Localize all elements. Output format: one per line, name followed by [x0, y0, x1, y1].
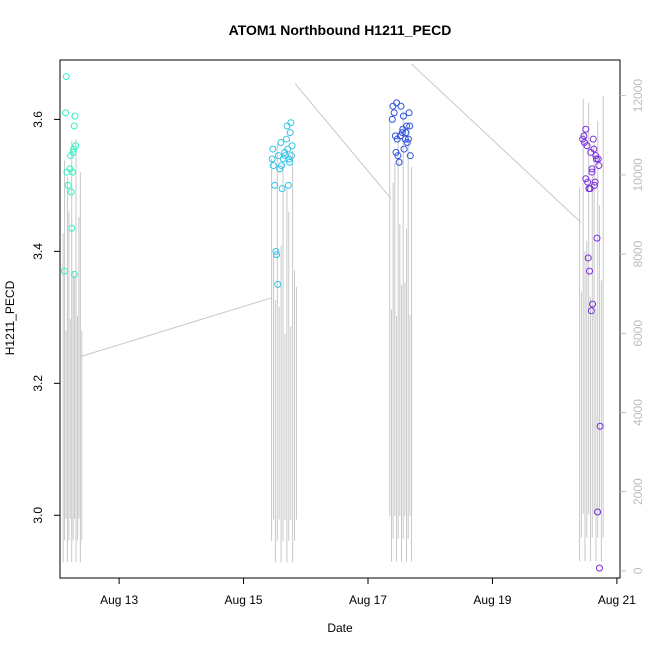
data-point — [70, 122, 78, 130]
y-axis: 3.0 3.2 3.4 3.6 — [31, 111, 60, 524]
data-point — [595, 162, 603, 170]
data-point — [269, 145, 277, 153]
data-point — [595, 564, 603, 572]
y2-tick-label: 10000 — [631, 158, 645, 192]
data-point — [404, 135, 412, 143]
data-point — [69, 148, 77, 156]
data-point — [406, 152, 414, 160]
y2-tick-label: 0 — [631, 567, 645, 574]
y-tick-label: 3.6 — [31, 111, 45, 128]
y-tick-label: 3.4 — [31, 243, 45, 260]
secondary-connector — [79, 297, 273, 358]
data-point — [388, 115, 396, 123]
data-point — [390, 109, 398, 117]
data-point — [588, 168, 596, 176]
y2-tick-label: 12000 — [631, 79, 645, 113]
x-axis-label: Date — [327, 621, 353, 635]
x-tick-label: Aug 15 — [225, 593, 263, 607]
data-point — [594, 155, 602, 163]
data-point — [274, 152, 282, 160]
data-point — [398, 129, 406, 137]
data-point — [272, 247, 280, 255]
data-point — [67, 188, 75, 196]
data-point — [405, 109, 413, 117]
y2-tick-label: 8000 — [631, 240, 645, 267]
points-group — [60, 72, 604, 572]
y2-axis: 0 2000 4000 6000 8000 10000 12000 — [620, 79, 645, 574]
data-point — [283, 122, 291, 130]
data-point — [594, 508, 602, 516]
x-tick-label: Aug 17 — [349, 593, 387, 607]
data-point — [403, 138, 411, 146]
data-point — [590, 181, 598, 189]
data-point — [60, 267, 68, 275]
data-point — [587, 307, 595, 315]
y-tick-label: 3.0 — [31, 507, 45, 524]
x-axis: Aug 13 Aug 15 Aug 17 Aug 19 Aug 21 — [100, 578, 636, 607]
data-point — [399, 125, 407, 133]
chart-title: ATOM1 Northbound H1211_PECD — [229, 22, 452, 38]
data-point — [393, 99, 401, 107]
y2-tick-label: 2000 — [631, 478, 645, 505]
data-point — [591, 178, 599, 186]
secondary-connector — [411, 63, 582, 223]
data-point — [397, 102, 405, 110]
data-point — [586, 185, 594, 193]
data-point — [586, 267, 594, 275]
data-point — [269, 162, 277, 170]
data-point — [71, 112, 79, 120]
data-point — [287, 119, 295, 127]
data-point — [592, 155, 600, 163]
data-point — [584, 254, 592, 262]
data-point — [72, 142, 80, 150]
x-tick-label: Aug 19 — [473, 593, 511, 607]
data-point — [64, 181, 72, 189]
data-point — [400, 145, 408, 153]
data-point — [278, 162, 286, 170]
data-point — [62, 72, 70, 80]
data-point — [582, 125, 590, 133]
data-point — [589, 135, 597, 143]
data-point — [588, 165, 596, 173]
data-point — [596, 422, 604, 430]
data-point — [406, 122, 414, 130]
data-point — [288, 142, 296, 150]
data-point — [399, 112, 407, 120]
data-point — [273, 251, 281, 259]
y-tick-label: 3.2 — [31, 375, 45, 392]
x-tick-label: Aug 21 — [598, 593, 636, 607]
data-point — [284, 145, 292, 153]
data-point — [590, 145, 598, 153]
data-point — [277, 138, 285, 146]
secondary-connector — [294, 83, 392, 199]
data-point — [68, 224, 76, 232]
data-point — [392, 148, 400, 156]
y2-tick-label: 6000 — [631, 320, 645, 347]
data-point — [395, 158, 403, 166]
data-point — [68, 168, 76, 176]
data-point — [274, 280, 282, 288]
data-point — [389, 102, 397, 110]
data-point — [282, 135, 290, 143]
data-point — [271, 181, 279, 189]
data-point — [589, 300, 597, 308]
plot-frame — [59, 59, 621, 579]
y2-tick-label: 4000 — [631, 399, 645, 426]
data-point — [286, 129, 294, 137]
data-point — [583, 142, 591, 150]
data-point — [286, 158, 294, 166]
data-point — [580, 132, 588, 140]
data-point — [284, 181, 292, 189]
x-tick-label: Aug 13 — [100, 593, 138, 607]
data-point — [70, 270, 78, 278]
data-point — [268, 155, 276, 163]
data-point — [278, 185, 286, 193]
secondary-line-group — [62, 63, 604, 563]
y-axis-label: H1211_PECD — [3, 280, 17, 355]
data-point — [287, 152, 295, 160]
data-point — [593, 234, 601, 242]
data-point — [582, 175, 590, 183]
data-point — [62, 109, 70, 117]
